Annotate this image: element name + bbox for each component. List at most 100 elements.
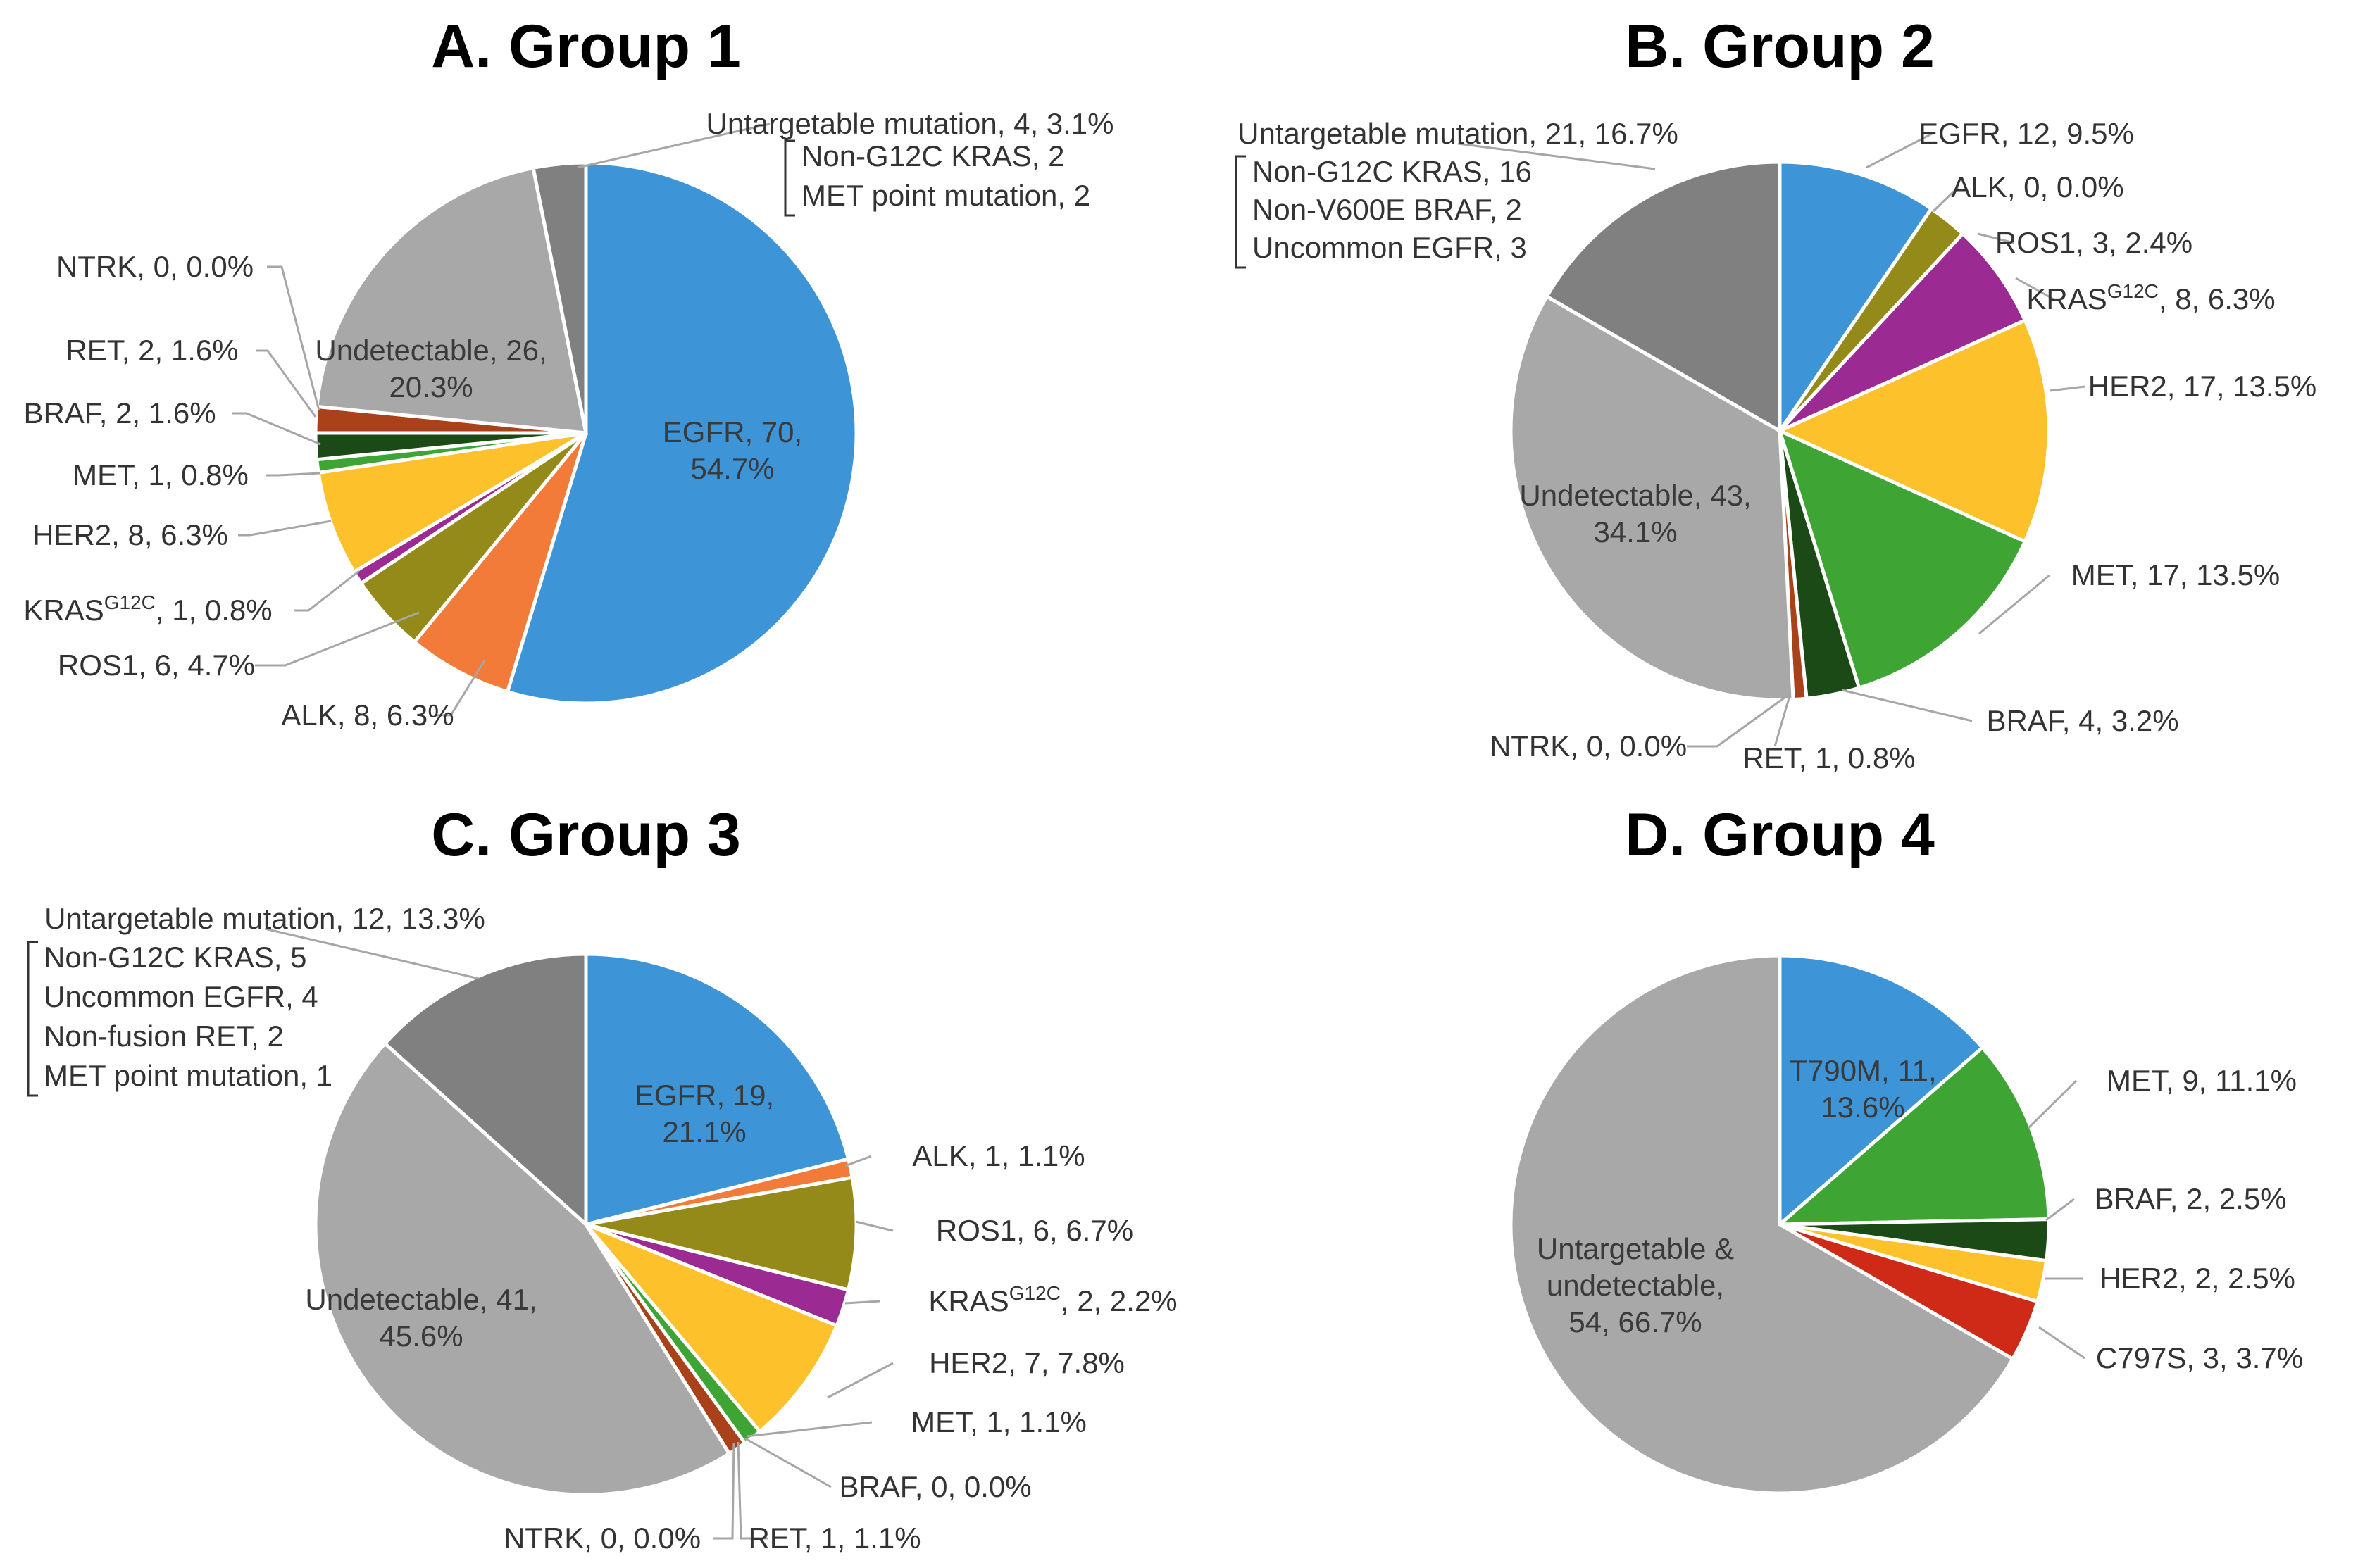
- leader-line: [2038, 1326, 2085, 1360]
- leader-line: [737, 1441, 768, 1540]
- slice-label-alk: ALK, 1, 1.1%: [912, 1139, 1085, 1172]
- breakdown-bracket: [784, 139, 795, 217]
- slice-label-egfr: EGFR, 70, 54.7%: [663, 415, 802, 485]
- leader-line: [844, 1300, 881, 1305]
- leader-line: [2049, 385, 2085, 392]
- breakdown-item: Non-G12C KRAS, 2: [801, 139, 1065, 173]
- slice-label-alk: ALK, 0, 0.0%: [1951, 170, 2123, 203]
- leader-line: [2027, 1079, 2078, 1129]
- leader-line: [1841, 689, 1973, 722]
- breakdown-item: MET point mutation, 1: [44, 1059, 332, 1092]
- breakdown-item: MET point mutation, 2: [801, 179, 1090, 212]
- leader-line: [1687, 696, 1786, 748]
- leader-line: [294, 570, 360, 612]
- slice-label-egfr: EGFR, 12, 9.5%: [1919, 117, 2134, 150]
- leader-line: [1977, 232, 2015, 244]
- leader-line: [746, 1421, 873, 1438]
- slice-label-alk: ALK, 8, 6.3%: [281, 698, 454, 732]
- leader-line: [255, 611, 420, 667]
- pie-slice-alk: [411, 432, 588, 694]
- leader-line: [266, 472, 321, 477]
- slice-label-kras: KRASG12C, 2, 2.2%: [928, 1282, 1177, 1317]
- pie-slice-untargetable-mutation: [1544, 160, 1782, 434]
- pie-slice-egfr: [505, 161, 859, 705]
- slice-label-met: MET, 1, 1.1%: [911, 1405, 1087, 1438]
- chart-title: D. Group 4: [1625, 801, 1935, 869]
- leader-line: [827, 1362, 894, 1399]
- breakdown-bracket: [27, 941, 38, 1097]
- slice-label-her2: HER2, 2, 2.5%: [2100, 1262, 2295, 1295]
- pie-slice-egfr: [1778, 160, 1934, 437]
- breakdown-item: Uncommon EGFR, 4: [44, 980, 318, 1013]
- breakdown-item: Non-G12C KRAS, 5: [44, 941, 307, 974]
- pie-slice-untargetable-mutation: [531, 161, 588, 434]
- pie-slice-undetectable: [313, 1041, 732, 1497]
- slice-label-met: MET, 17, 13.5%: [2071, 558, 2280, 591]
- slice-label-ntrk: NTRK, 0, 0.0%: [1490, 729, 1687, 763]
- slice-label-met: MET, 1, 0.8%: [73, 458, 249, 491]
- slice-label-kras: KRASG12C, 1, 0.8%: [23, 591, 272, 627]
- leader-line: [1932, 186, 1959, 213]
- leader-line: [267, 265, 320, 411]
- slice-label-egfr: EGFR, 19, 21.1%: [635, 1079, 774, 1148]
- breakdown-bracket: [1235, 155, 1246, 269]
- slice-label-untargetable-undetectable: Untargetable & undetectable, 54, 66.7%: [1537, 1232, 1734, 1338]
- pie-slice-her2: [585, 1222, 840, 1434]
- leader-line: [2045, 1198, 2075, 1222]
- slice-label-braf: BRAF, 0, 0.0%: [839, 1470, 1031, 1503]
- chart-title: B. Group 2: [1625, 13, 1935, 80]
- pie-slice-untargetable-undetectable: [1509, 953, 2016, 1495]
- slice-label-her2: HER2, 8, 6.3%: [32, 518, 228, 551]
- leader-line: [1457, 142, 1656, 170]
- slice-label-braf: BRAF, 4, 3.2%: [1986, 704, 2178, 737]
- pie-slice-egfr: [584, 952, 851, 1227]
- slice-label-t790m: T790M, 11, 13.6%: [1789, 1054, 1936, 1124]
- leader-line: [577, 123, 771, 169]
- breakdown-item: Non-G12C KRAS, 16: [1252, 155, 1532, 188]
- slice-label-ros1: ROS1, 6, 4.7%: [58, 648, 255, 682]
- pie-chart-3: C. Group 3 EGFR, 19, 21.1% ALK, 1, 1.1% ROS1…: [27, 801, 1178, 1555]
- pie-slice-ros1: [585, 1175, 859, 1292]
- slice-label-undetectable: Undetectable, 43, 34.1%: [1519, 479, 1751, 548]
- slice-label-c797s: C797S, 3, 3.7%: [2096, 1341, 2303, 1374]
- leader-line: [1866, 132, 1933, 169]
- pie-slice-her2: [1775, 318, 2051, 544]
- breakdown-item: Non-V600E BRAF, 2: [1252, 193, 1522, 226]
- slice-label-met: MET, 9, 11.1%: [2107, 1064, 2297, 1097]
- chart-title: C. Group 3: [431, 801, 741, 869]
- leader-line: [2015, 277, 2054, 301]
- pie-slice-t790m: [1778, 953, 1985, 1229]
- pie-slice-kras: [1778, 231, 2028, 433]
- slice-label-ret: RET, 1, 0.8%: [1742, 741, 1915, 774]
- slice-label-ros1: ROS1, 6, 6.7%: [936, 1214, 1133, 1247]
- chart-title: A. Group 1: [431, 13, 741, 80]
- leader-line: [264, 927, 480, 980]
- pie-slice-undetectable: [1509, 294, 1795, 702]
- slice-label-ret: RET, 2, 1.6%: [66, 334, 238, 367]
- slice-label-undetectable: Undetectable, 41, 45.6%: [305, 1283, 537, 1353]
- slice-label-kras: KRASG12C, 8, 6.3%: [2026, 280, 2275, 315]
- pie-slice-her2: [316, 431, 587, 575]
- leader-line: [256, 349, 317, 418]
- breakdown-item: Uncommon EGFR, 3: [1252, 231, 1527, 264]
- leader-line: [238, 520, 332, 537]
- pie-slice-met: [1775, 1045, 2051, 1227]
- slice-label-ros1: ROS1, 3, 2.4%: [1995, 226, 2192, 259]
- leader-line: [437, 660, 486, 717]
- slice-label-untargetable-mutation: Untargetable mutation, 4, 3.1%: [706, 107, 1114, 140]
- leader-line: [1978, 574, 2050, 635]
- slice-label-ntrk: NTRK, 0, 0.0%: [56, 250, 254, 283]
- breakdown-item: Non-fusion RET, 2: [44, 1020, 284, 1053]
- slice-label-her2: HER2, 17, 13.5%: [2088, 370, 2317, 403]
- slice-label-undetectable: Undetectable, 26, 20.3%: [315, 334, 547, 403]
- leader-line: [744, 1437, 832, 1488]
- slice-label-untargetable-mutation: Untargetable mutation, 21, 16.7%: [1237, 117, 1678, 150]
- slice-label-braf: BRAF, 2, 2.5%: [2094, 1182, 2286, 1215]
- leader-line: [844, 1155, 872, 1167]
- slice-label-her2: HER2, 7, 7.8%: [929, 1346, 1125, 1379]
- slice-label-ntrk: NTRK, 0, 0.0%: [504, 1522, 701, 1555]
- slice-label-braf: BRAF, 2, 1.6%: [23, 396, 216, 429]
- leader-line: [1773, 693, 1792, 747]
- pie-chart-2: B. Group 2 EGFR, 12, 9.5% ALK, 0, 0.0% ROS1…: [1235, 13, 2317, 774]
